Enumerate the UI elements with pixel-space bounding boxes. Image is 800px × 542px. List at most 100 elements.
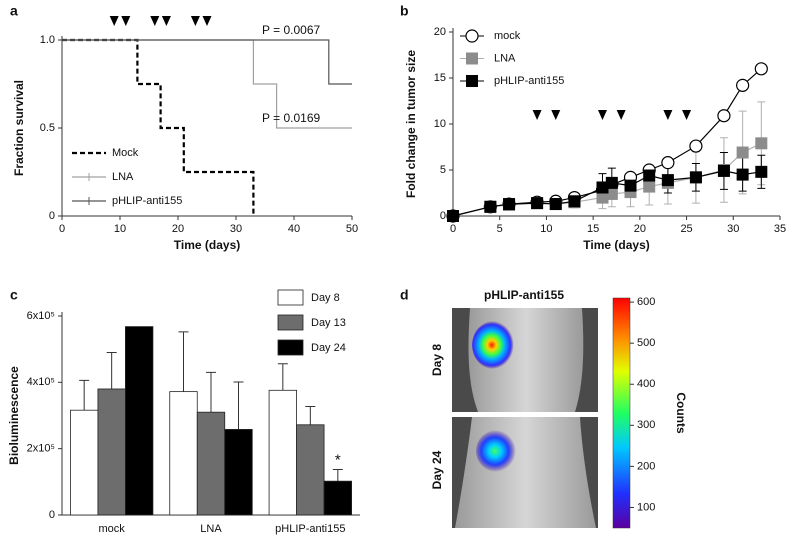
error-bar <box>332 469 343 482</box>
marker <box>568 195 581 208</box>
image-title: pHLIP-anti155 <box>484 288 564 302</box>
legend-label: LNA <box>494 52 516 64</box>
p-value: P = 0.0067 <box>262 23 320 37</box>
marker <box>755 165 768 178</box>
y-tick-label: 4x10⁵ <box>27 376 55 388</box>
y-tick-label: 0 <box>49 509 55 521</box>
y-tick-label: 400 <box>637 378 655 390</box>
marker <box>755 137 768 150</box>
marker <box>661 174 674 187</box>
x-tick-label: mock <box>99 523 126 535</box>
x-tick-label: 25 <box>680 223 692 235</box>
marker <box>549 198 562 211</box>
legend-label: mock <box>494 30 521 42</box>
y-tick-label: 2x10⁵ <box>27 443 55 455</box>
injection-arrow <box>682 110 692 120</box>
marker <box>624 179 637 192</box>
legend-marker <box>465 29 479 43</box>
bar <box>169 391 198 516</box>
marker <box>736 78 750 92</box>
marker <box>596 181 609 194</box>
error-bar <box>178 331 189 392</box>
legend-swatch <box>277 289 304 306</box>
legend-marker <box>466 52 478 65</box>
injection-arrow <box>121 16 131 26</box>
x-tick-label: 15 <box>587 223 599 235</box>
mouse-image-bottom <box>452 417 598 528</box>
marker <box>596 191 609 204</box>
legend-label: Day 8 <box>311 292 340 304</box>
x-tick-label: 10 <box>540 223 552 235</box>
marker <box>605 187 618 200</box>
bar <box>296 424 325 516</box>
y-tick-label: 15 <box>434 72 446 84</box>
row-label: Day 8 <box>430 344 444 376</box>
x-tick-label: 35 <box>774 223 786 235</box>
x-tick-label: LNA <box>200 523 222 535</box>
x-tick-label: 30 <box>727 223 739 235</box>
marker <box>689 139 703 153</box>
legend-label: LNA <box>112 171 134 183</box>
y-tick-label: 600 <box>637 296 655 308</box>
p-value: P = 0.0169 <box>262 111 320 125</box>
survival-line <box>62 39 352 85</box>
x-tick-label: 20 <box>634 223 646 235</box>
legend-swatch <box>277 314 304 331</box>
survival-line <box>62 38 255 216</box>
y-tick-label: 0 <box>440 210 446 222</box>
bar <box>224 429 253 516</box>
legend-label: Mock <box>112 147 139 159</box>
marker <box>717 164 730 177</box>
x-axis-label: Time (days) <box>583 238 649 252</box>
injection-arrow <box>161 16 171 26</box>
y-axis-label: Fold change in tumor size <box>404 50 418 198</box>
marker <box>447 210 459 222</box>
error-bar <box>305 406 316 425</box>
significance-mark: * <box>335 452 341 469</box>
legend-label: pHLIP-anti155 <box>494 75 564 87</box>
x-tick-label: 5 <box>497 223 503 235</box>
x-axis-label: Time (days) <box>174 238 240 252</box>
bar <box>97 388 126 516</box>
error-bar <box>106 351 117 389</box>
marker <box>689 171 702 184</box>
marker <box>605 176 618 189</box>
panel-label: d <box>400 287 409 303</box>
panel-label: b <box>400 3 409 19</box>
injection-arrow <box>663 110 673 120</box>
marker <box>531 197 544 210</box>
error-bar <box>206 371 216 413</box>
x-tick-label: 50 <box>346 223 358 235</box>
legend-label: pHLIP-anti155 <box>112 195 182 207</box>
x-tick-label: pHLIP-anti155 <box>275 523 345 535</box>
injection-arrow <box>202 16 212 26</box>
y-tick-label: 500 <box>637 337 655 349</box>
x-tick-label: 0 <box>59 223 65 235</box>
error-bar <box>277 363 288 391</box>
error-bar <box>79 379 90 411</box>
bar <box>125 326 154 516</box>
y-axis-label: Bioluminescence <box>7 366 21 465</box>
error-bar <box>233 381 244 430</box>
legend-swatch <box>277 339 304 356</box>
marker <box>736 168 749 181</box>
y-tick-label: 6x10⁵ <box>27 310 55 322</box>
marker <box>484 200 497 213</box>
y-tick-label: 200 <box>637 460 655 472</box>
marker <box>643 180 656 193</box>
marker <box>736 146 749 159</box>
y-axis-label: Counts <box>674 392 688 434</box>
bar <box>196 411 226 516</box>
y-tick-label: 100 <box>637 501 655 513</box>
y-tick-label: 5 <box>440 164 446 176</box>
y-tick-label: 300 <box>637 419 655 431</box>
marker <box>643 169 656 182</box>
y-tick-label: 0 <box>49 210 55 222</box>
legend-label: Day 13 <box>311 317 346 329</box>
colorbar <box>612 297 631 529</box>
injection-arrow <box>551 110 561 120</box>
marker <box>754 62 768 76</box>
y-tick-label: 10 <box>434 118 446 130</box>
injection-arrow <box>616 110 626 120</box>
